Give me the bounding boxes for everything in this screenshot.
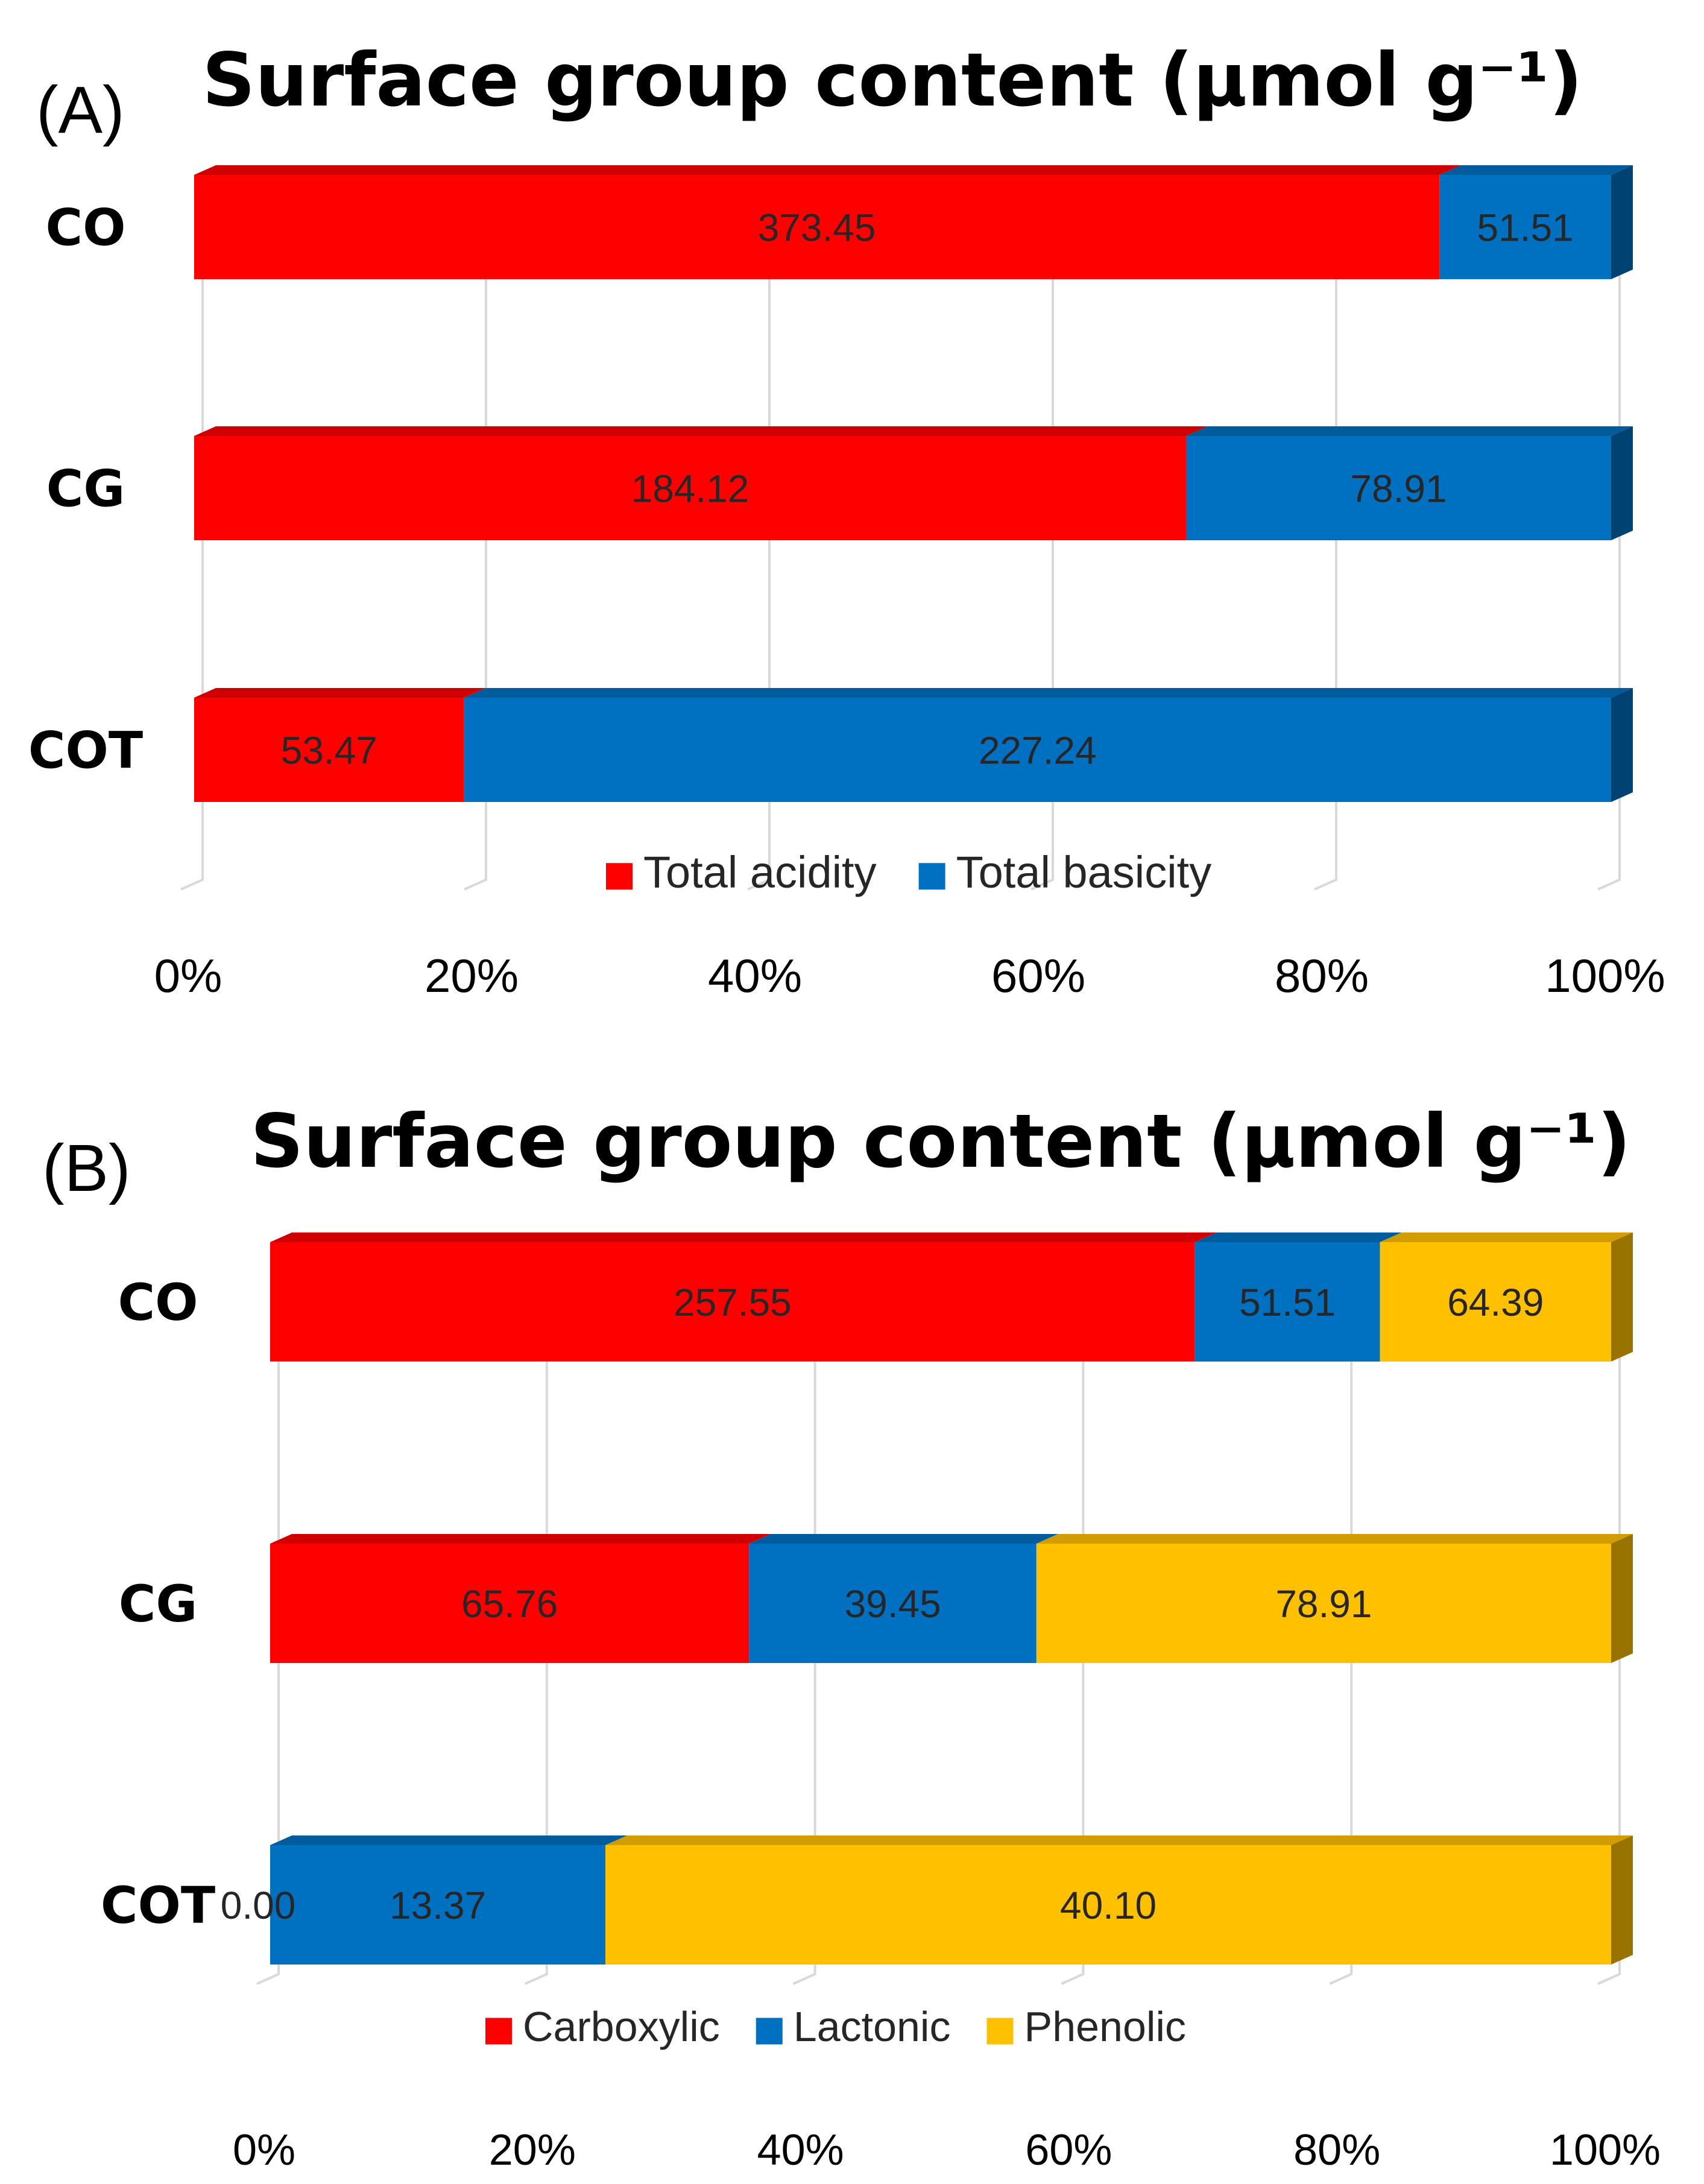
x-tick-label: 40% <box>757 2126 844 2174</box>
gridline <box>1597 1242 1621 1985</box>
legend-swatch <box>986 2018 1014 2045</box>
panel-a: (A) Surface group content (µmol g⁻¹) 0% 2… <box>28 37 1665 1002</box>
gridline <box>747 175 771 891</box>
x-tick-label: 20% <box>489 2126 576 2174</box>
bar-segment <box>605 1845 1611 1965</box>
data-label: 39.45 <box>845 1582 941 1626</box>
gridline <box>524 1242 548 1985</box>
bar-top-face <box>270 1232 1217 1242</box>
gridline <box>1314 175 1337 891</box>
bar-segment <box>194 436 1186 540</box>
panel-a-plot: 0% 20% 40% 60% 80% 100% 373.45 51.51 CO 184.12 78.… <box>28 165 1665 1002</box>
legend-label: Carboxylic <box>523 2003 720 2050</box>
bar-top-face <box>605 1835 1633 1845</box>
bar-top-face <box>1185 426 1633 436</box>
legend-label: Total basicity <box>956 847 1212 897</box>
category-label: CG <box>46 459 125 519</box>
x-tick-label: 40% <box>708 949 802 1002</box>
bar-segment <box>1194 1242 1380 1362</box>
bar-top-face <box>194 688 486 698</box>
bar-top-face <box>749 1534 1058 1544</box>
bar-top-face <box>1194 1232 1402 1242</box>
gridline <box>180 175 204 891</box>
category-label: COT <box>28 721 143 780</box>
panel-b: (B) Surface group content (µmol g⁻¹) 0% 2… <box>42 1099 1661 2174</box>
data-label: 257.55 <box>674 1281 792 1324</box>
x-tick-label: 60% <box>991 949 1085 1002</box>
panel-a-title: Surface group content (µmol g⁻¹) <box>202 37 1582 123</box>
gridline <box>464 175 487 891</box>
bar-segment <box>270 1242 1195 1362</box>
bar-top-face <box>1380 1232 1633 1242</box>
gridline <box>256 1242 280 1985</box>
panel-b-label: (B) <box>42 1131 131 1205</box>
gridline <box>1030 175 1054 891</box>
gridline <box>792 1242 816 1985</box>
bar-top-face <box>270 1835 628 1845</box>
bar-segment <box>1439 175 1611 279</box>
panel-b-plot: 0% 20% 40% 60% 80% 100% 257.55 51.51 64.39 CO 65.7… <box>101 1232 1661 2174</box>
bar-side-face <box>1611 688 1633 802</box>
bar-top-face <box>464 688 1633 698</box>
data-label: 227.24 <box>979 729 1097 772</box>
gridline <box>1061 1242 1085 1985</box>
bar-top-face <box>1439 165 1633 175</box>
x-tick-label: 80% <box>1293 2126 1380 2174</box>
data-label: 13.37 <box>390 1884 486 1927</box>
x-tick-label: 60% <box>1025 2126 1112 2174</box>
bar-side-face <box>1611 165 1633 279</box>
data-label: 373.45 <box>758 206 876 250</box>
data-label: 78.91 <box>1350 467 1447 511</box>
gridline <box>1329 1242 1353 1985</box>
bar-segment <box>1380 1242 1611 1362</box>
data-label: 78.91 <box>1275 1582 1372 1626</box>
gridline <box>1597 175 1621 891</box>
category-label: CO <box>45 198 125 257</box>
data-label: 53.47 <box>281 729 377 772</box>
legend-swatch <box>918 863 945 890</box>
bar-segment <box>270 1544 749 1663</box>
x-tick-label: 80% <box>1275 949 1369 1002</box>
legend-label: Total acidity <box>643 847 877 897</box>
legend-swatch <box>606 863 633 890</box>
data-label: 51.51 <box>1477 206 1573 250</box>
legend-label: Phenolic <box>1024 2003 1187 2050</box>
bar-segment <box>1185 436 1611 540</box>
x-tick-label: 0% <box>233 2126 295 2174</box>
x-tick-label: 100% <box>1550 2126 1661 2174</box>
bar-side-face <box>1611 1835 1633 1965</box>
bar-side-face <box>1611 1534 1633 1663</box>
bar-top-face <box>1036 1534 1633 1544</box>
x-tick-label: 0% <box>154 949 222 1002</box>
category-label: CO <box>118 1273 198 1332</box>
legend-swatch <box>756 2018 783 2045</box>
bar-segment <box>194 175 1440 279</box>
x-tick-label: 20% <box>424 949 519 1002</box>
bar-side-face <box>1611 1232 1633 1362</box>
bar-top-face <box>270 1534 771 1544</box>
x-tick-label: 100% <box>1545 949 1665 1002</box>
bar-top-face <box>194 165 1462 175</box>
legend-label: Lactonic <box>794 2003 951 2050</box>
data-label: 64.39 <box>1447 1281 1544 1324</box>
bar-top-face <box>194 426 1208 436</box>
category-label: CG <box>119 1574 198 1633</box>
data-label: 65.76 <box>461 1582 558 1626</box>
panel-a-label: (A) <box>36 73 125 147</box>
data-label: 184.12 <box>631 467 749 511</box>
bar-segment <box>1036 1544 1611 1663</box>
bar-segment <box>464 698 1611 802</box>
bar-segment <box>749 1544 1037 1663</box>
data-label: 51.51 <box>1239 1281 1336 1324</box>
category-label: COT <box>101 1876 215 1935</box>
data-label: 40.10 <box>1060 1884 1157 1927</box>
panel-b-title: Surface group content (µmol g⁻¹) <box>250 1099 1630 1184</box>
bar-segment <box>194 698 464 802</box>
bar-side-face <box>1611 426 1633 540</box>
bar-segment <box>270 1845 606 1965</box>
data-label: 0.00 <box>221 1884 296 1927</box>
legend-swatch <box>485 2018 512 2045</box>
